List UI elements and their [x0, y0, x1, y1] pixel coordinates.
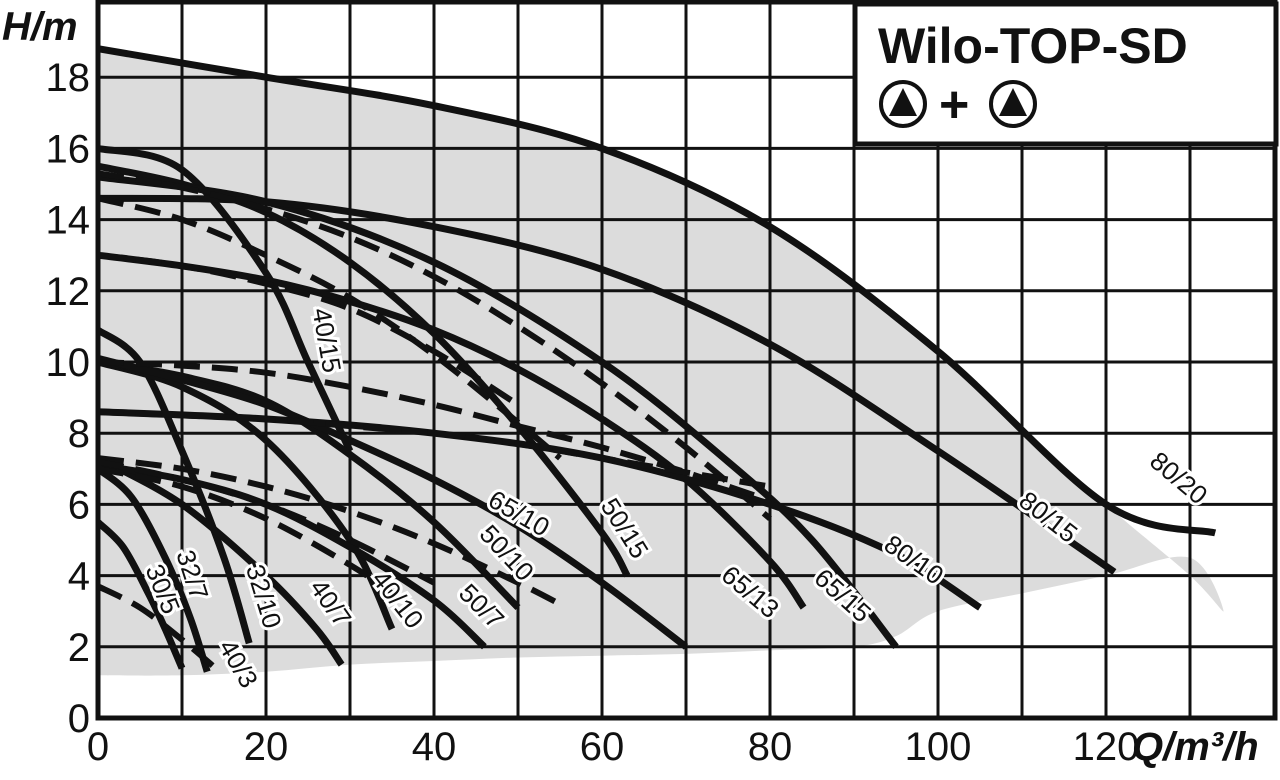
curve-reduced-speed	[97, 465, 394, 596]
axes: 0 20 40 60 80 100 120 0 2 4 6 8 10 12 14 16 18	[46, 0, 1278, 769]
curve-32-7	[95, 466, 211, 673]
curve-80-20	[97, 45, 1217, 537]
x-tick-label: 100	[905, 725, 972, 769]
y-tick-label: 4	[68, 555, 90, 599]
y-tick-label: 14	[46, 199, 91, 243]
y-tick-label: 10	[46, 341, 91, 385]
curve-reduced-speed	[97, 455, 562, 607]
x-tick-label: 0	[87, 725, 109, 769]
legend-box: Wilo-TOP-SD +	[852, 1, 1279, 147]
y-tick-label: 6	[68, 483, 90, 527]
y-tick-label: 2	[68, 626, 90, 670]
y-axis-title: H/m	[2, 5, 78, 49]
y-tick-label: 16	[46, 127, 91, 171]
x-axis-title: Q/m³/h	[1132, 725, 1259, 769]
curve-65-10	[97, 355, 689, 650]
curve-reduced-speed	[97, 195, 562, 461]
y-tick-label: 18	[46, 56, 91, 100]
legend-frame	[852, 1, 1279, 147]
curve-40-10	[96, 358, 396, 631]
pump-icon	[989, 80, 1037, 128]
curve-32-10	[95, 327, 253, 645]
curve-label-80-20: 80/20	[1144, 445, 1213, 510]
x-tick-label: 80	[748, 725, 793, 769]
curve-40-7	[96, 455, 345, 667]
x-tick-label: 60	[580, 725, 625, 769]
x-tick-label: 20	[244, 725, 289, 769]
y-tick-label: 0	[68, 697, 90, 741]
curve-reduced-speed	[97, 252, 520, 408]
chart-title: Wilo-TOP-SD	[878, 18, 1188, 74]
curve-reduced-speed	[97, 359, 771, 504]
pump-icon	[879, 80, 927, 128]
curve-30-5	[95, 519, 186, 670]
curve-reduced-speed	[97, 170, 772, 521]
plot-frame	[95, 0, 1278, 721]
y-tick-label: 12	[46, 270, 91, 314]
legend-operator: +	[939, 76, 969, 134]
x-tick-label: 120	[1073, 725, 1140, 769]
curve-40-3	[96, 583, 218, 671]
curve-80-15	[97, 194, 1117, 575]
curve-reduced-speed	[97, 458, 436, 586]
pump-curves	[95, 45, 1217, 673]
y-tick-label: 8	[68, 412, 90, 456]
curve-40-15	[97, 144, 354, 453]
x-tick-label: 40	[412, 725, 457, 769]
